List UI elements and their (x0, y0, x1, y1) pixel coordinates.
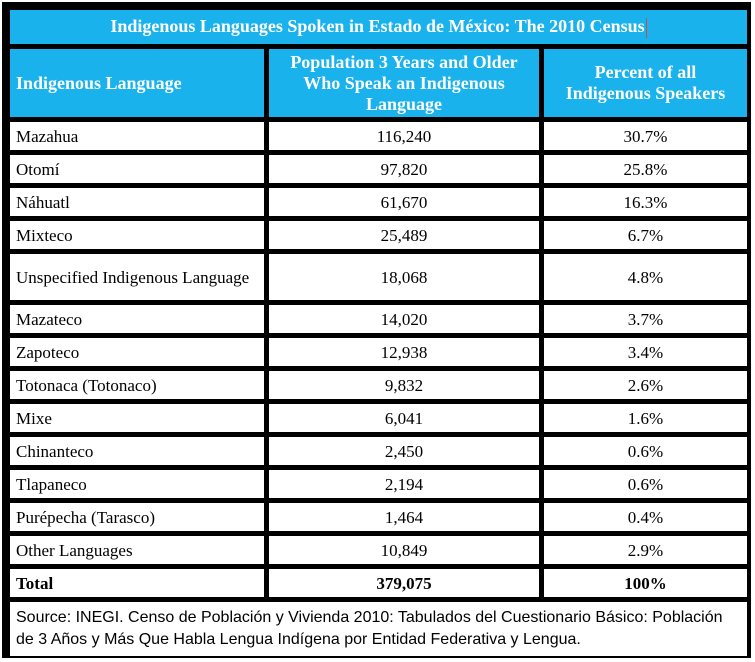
language-cell: Zapoteco (9, 337, 265, 367)
population-cell: 61,670 (268, 187, 540, 217)
percent-cell: 1.6% (543, 403, 748, 433)
table-row: Mazateco 14,020 3.7% (9, 304, 748, 334)
table-row: Unspecified Indigenous Language 18,068 4.8… (9, 253, 748, 301)
language-cell: Chinanteco (9, 436, 265, 466)
percent-cell: 0.4% (543, 502, 748, 532)
percent-cell: 0.6% (543, 469, 748, 499)
table-row: Mixteco 25,489 6.7% (9, 220, 748, 250)
population-cell: 116,240 (268, 121, 540, 151)
table-title-cell: Indigenous Languages Spoken in Estado de… (9, 9, 748, 45)
population-cell: 2,194 (268, 469, 540, 499)
total-label: Total (9, 568, 265, 598)
table-row: Náhuatl 61,670 16.3% (9, 187, 748, 217)
total-row: Total 379,075 100% (9, 568, 748, 598)
language-cell: Náhuatl (9, 187, 265, 217)
percent-cell: 3.4% (543, 337, 748, 367)
table-row: Chinanteco 2,450 0.6% (9, 436, 748, 466)
language-cell: Mixteco (9, 220, 265, 250)
table-row: Otomí 97,820 25.8% (9, 154, 748, 184)
total-percent: 100% (543, 568, 748, 598)
population-cell: 12,938 (268, 337, 540, 367)
header-language: Indigenous Language (9, 48, 265, 118)
population-cell: 97,820 (268, 154, 540, 184)
language-cell: Mazateco (9, 304, 265, 334)
language-cell: Unspecified Indigenous Language (9, 253, 265, 301)
population-cell: 18,068 (268, 253, 540, 301)
header-population: Population 3 Years and Older Who Speak a… (268, 48, 540, 118)
language-cell: Purépecha (Tarasco) (9, 502, 265, 532)
language-cell: Totonaca (Totonaco) (9, 370, 265, 400)
population-cell: 10,849 (268, 535, 540, 565)
percent-cell: 25.8% (543, 154, 748, 184)
population-cell: 25,489 (268, 220, 540, 250)
table-title: Indigenous Languages Spoken in Estado de… (110, 16, 645, 37)
language-cell: Mazahua (9, 121, 265, 151)
table-row: Mazahua 116,240 30.7% (9, 121, 748, 151)
header-percent: Percent of all Indigenous Speakers (543, 48, 748, 118)
percent-cell: 6.7% (543, 220, 748, 250)
table-row: Other Languages 10,849 2.9% (9, 535, 748, 565)
percent-cell: 0.6% (543, 436, 748, 466)
table-row: Totonaca (Totonaco) 9,832 2.6% (9, 370, 748, 400)
language-cell: Other Languages (9, 535, 265, 565)
total-population: 379,075 (268, 568, 540, 598)
percent-cell: 2.6% (543, 370, 748, 400)
population-cell: 2,450 (268, 436, 540, 466)
table-row: Mixe 6,041 1.6% (9, 403, 748, 433)
percent-cell: 16.3% (543, 187, 748, 217)
text-cursor (645, 17, 647, 38)
population-cell: 14,020 (268, 304, 540, 334)
population-cell: 6,041 (268, 403, 540, 433)
table-row: Purépecha (Tarasco) 1,464 0.4% (9, 502, 748, 532)
percent-cell: 2.9% (543, 535, 748, 565)
population-cell: 1,464 (268, 502, 540, 532)
language-cell: Mixe (9, 403, 265, 433)
table-row: Tlapaneco 2,194 0.6% (9, 469, 748, 499)
language-cell: Tlapaneco (9, 469, 265, 499)
population-cell: 9,832 (268, 370, 540, 400)
table-row: Zapoteco 12,938 3.4% (9, 337, 748, 367)
percent-cell: 4.8% (543, 253, 748, 301)
census-table: Indigenous Languages Spoken in Estado de… (6, 6, 751, 660)
percent-cell: 30.7% (543, 121, 748, 151)
language-cell: Otomí (9, 154, 265, 184)
source-note: Source: INEGI. Censo de Población y Vivi… (9, 601, 748, 657)
percent-cell: 3.7% (543, 304, 748, 334)
